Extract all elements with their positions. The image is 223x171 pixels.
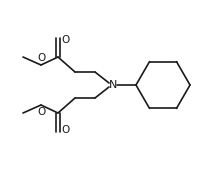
Text: O: O [38,53,46,63]
Text: O: O [61,35,69,45]
Text: O: O [38,107,46,117]
Text: O: O [61,125,69,135]
Text: N: N [109,80,117,90]
